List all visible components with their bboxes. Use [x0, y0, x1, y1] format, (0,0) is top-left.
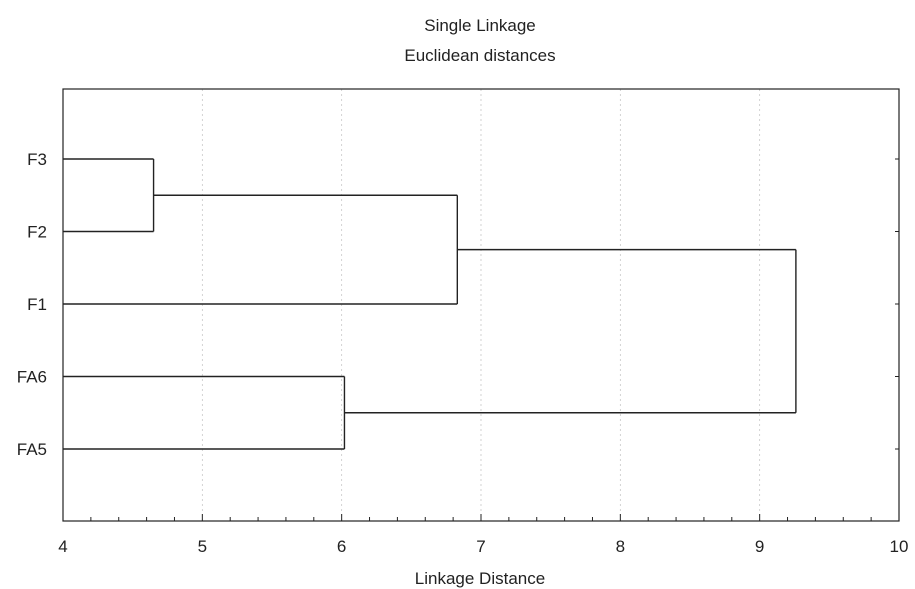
x-axis-label: Linkage Distance: [415, 569, 545, 588]
leaf-label: F1: [27, 295, 47, 314]
leaf-label: F2: [27, 223, 47, 242]
dendrogram-links: [63, 158, 797, 450]
leaf-label: FA5: [17, 440, 47, 459]
x-tick-label: 8: [616, 537, 625, 556]
x-tick-label: 7: [476, 537, 485, 556]
x-tick-label: 9: [755, 537, 764, 556]
leaf-label: FA6: [17, 368, 47, 387]
grid-lines: [201, 89, 761, 521]
x-tick-label: 5: [198, 537, 207, 556]
leaf-label: F3: [27, 150, 47, 169]
chart-title: Single Linkage: [424, 16, 536, 35]
x-tick-label: 6: [337, 537, 346, 556]
chart-subtitle: Euclidean distances: [404, 46, 555, 65]
x-tick-label: 10: [890, 537, 909, 556]
x-axis-ticks: 4 5 6 7 8 9 10: [58, 158, 909, 556]
x-tick-label: 4: [58, 537, 67, 556]
leaf-labels: F3 F2 F1 FA6 FA5: [17, 150, 47, 459]
